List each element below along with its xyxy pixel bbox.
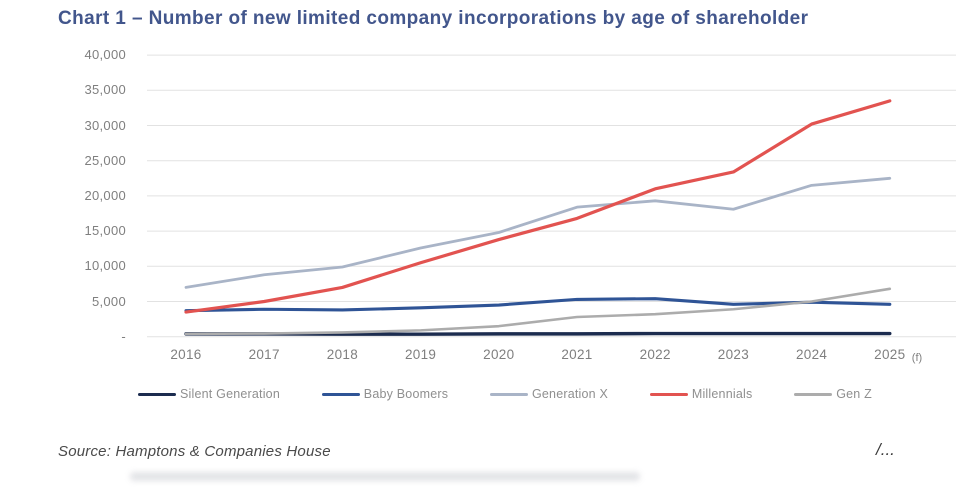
x-tick-label: 2024 xyxy=(795,347,828,362)
legend-swatch-baby-boomers xyxy=(321,392,360,396)
x-tick-label: 2016 xyxy=(170,347,202,362)
series-line-baby-boomers xyxy=(184,297,892,313)
page-marker: /... xyxy=(876,440,895,459)
legend-item-gen-z: Gen Z xyxy=(794,387,872,401)
series-line-silent-generation xyxy=(184,331,892,336)
y-tick-label: 40,000 xyxy=(84,47,126,63)
y-tick-label: 5,000 xyxy=(91,293,126,309)
y-tick-label: 25,000 xyxy=(84,152,126,168)
y-tick-label: 15,000 xyxy=(84,223,126,239)
legend-swatch-millennials xyxy=(649,392,688,396)
cutoff-text-artifact xyxy=(130,472,640,481)
y-tick-label: 35,000 xyxy=(84,82,126,98)
x-tick-label: 2020 xyxy=(483,347,515,362)
legend-label-silent-generation: Silent Generation xyxy=(180,387,280,401)
x-tick-label: 2022 xyxy=(639,347,671,362)
y-tick-label: 20,000 xyxy=(84,187,126,203)
legend-item-silent-generation: Silent Generation xyxy=(138,387,280,401)
legend-item-generation-x: Generation X xyxy=(489,387,609,401)
x-tick-label: 2023 xyxy=(717,347,749,362)
x-tick-label: 2018 xyxy=(326,347,358,362)
chart-title: Chart 1 – Number of new limited company … xyxy=(58,8,809,29)
legend-label-baby-boomers: Baby Boomers xyxy=(363,387,449,401)
x-tick-label: 2017 xyxy=(248,347,280,362)
x-tick-label: 2021 xyxy=(561,347,593,362)
series-line-millennials xyxy=(184,99,892,314)
forecast-suffix-label: (f) xyxy=(911,352,923,364)
series-line-gen-z xyxy=(184,287,892,336)
chart-legend: Silent Generation Baby Boomers Generation … xyxy=(138,386,872,402)
y-tick-label: 10,000 xyxy=(84,258,126,274)
x-tick-label: 2019 xyxy=(404,347,437,362)
legend-item-millennials: Millennials xyxy=(649,387,753,401)
y-tick-label: 30,000 xyxy=(84,117,126,133)
legend-swatch-gen-z xyxy=(794,392,833,396)
x-tick-label: 2025 xyxy=(874,347,906,362)
y-tick-label: - xyxy=(121,328,126,344)
legend-label-generation-x: Generation X xyxy=(531,387,609,401)
legend-label-gen-z: Gen Z xyxy=(836,387,872,401)
legend-label-millennials: Millennials xyxy=(691,387,753,401)
legend-swatch-silent-generation xyxy=(138,392,176,396)
legend-item-baby-boomers: Baby Boomers xyxy=(321,387,449,401)
legend-swatch-generation-x xyxy=(489,392,528,396)
series-line-generation-x xyxy=(184,176,892,289)
source-text: Source: Hamptons & Companies House xyxy=(58,443,331,460)
